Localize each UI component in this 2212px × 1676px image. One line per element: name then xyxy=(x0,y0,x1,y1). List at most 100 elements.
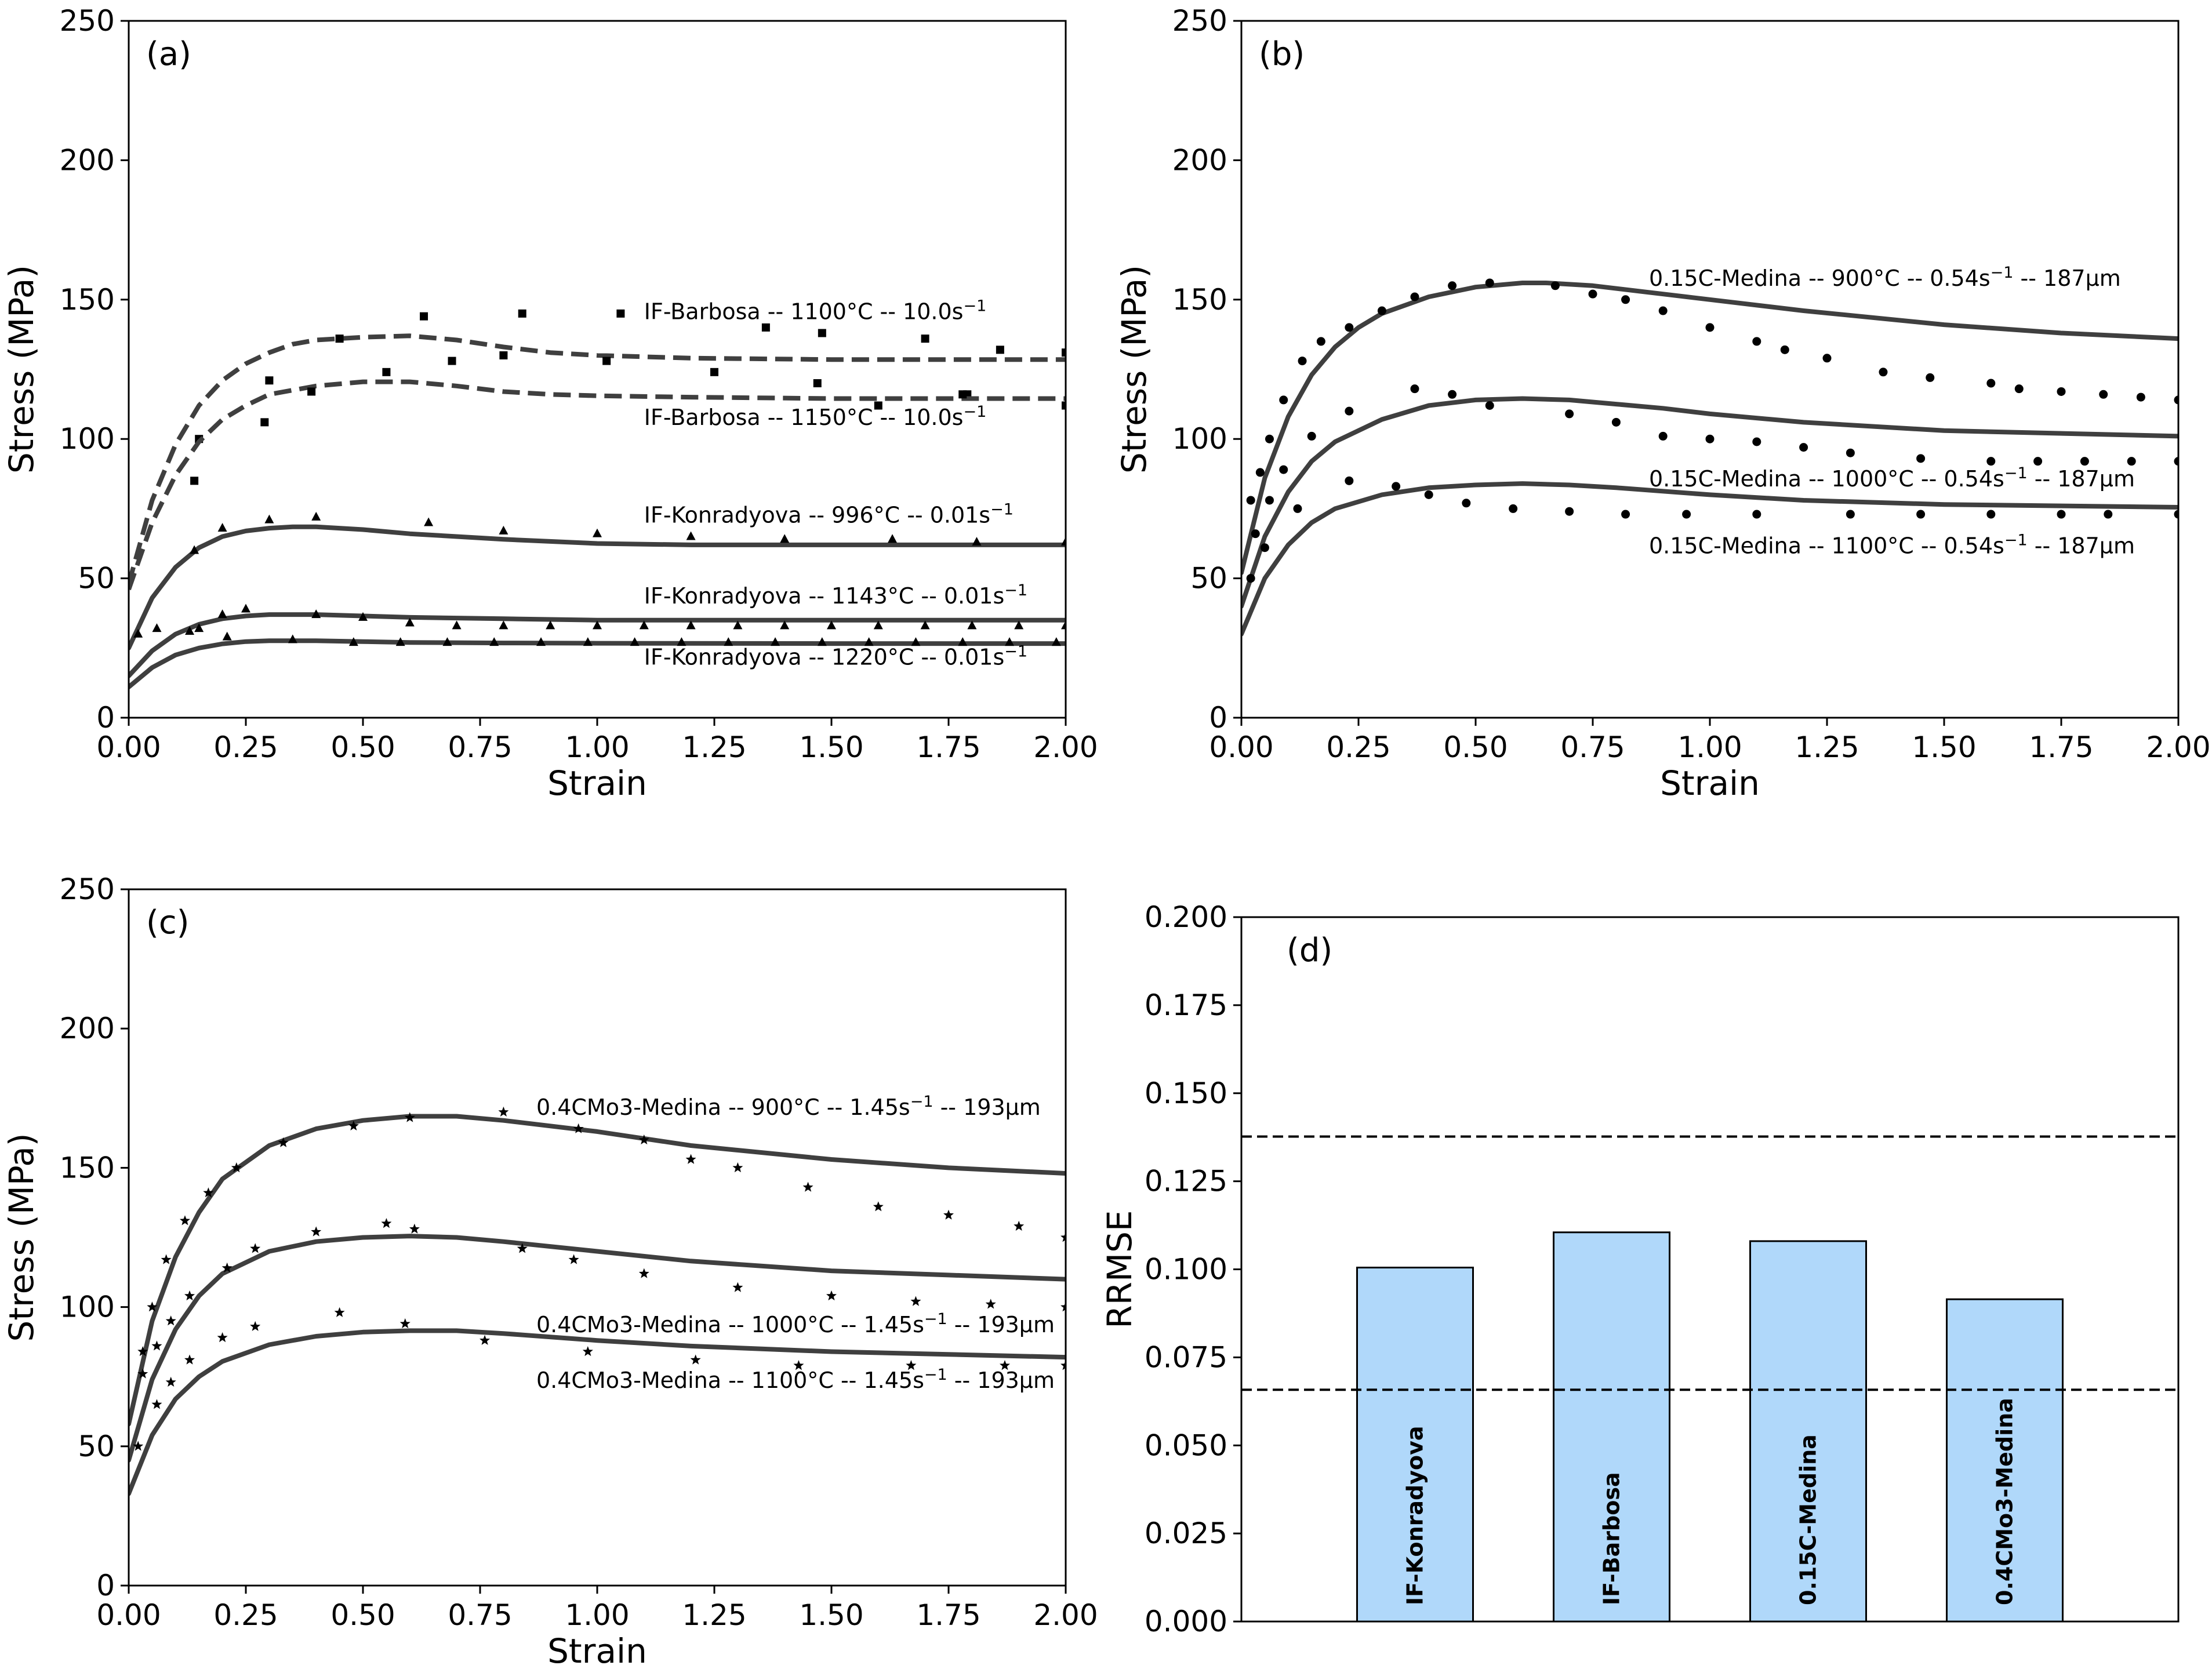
experimental-point xyxy=(311,609,321,619)
experimental-point xyxy=(771,637,780,646)
experimental-point xyxy=(1061,537,1066,546)
experimental-point xyxy=(1879,368,1888,377)
annotation-superscript: −1 xyxy=(990,500,1014,518)
x-tick-label: 1.50 xyxy=(1912,730,1976,764)
x-tick-label: 1.25 xyxy=(682,730,746,764)
experimental-point xyxy=(1293,504,1302,513)
experimental-point xyxy=(733,620,743,630)
experimental-point xyxy=(1621,295,1630,304)
panel-a-stress-strain-chart: (a) 0 50 100 150 200 250 0.00 0.25 0.50 0.75 1.00 1.… xyxy=(2,4,1098,803)
x-tick-label: 0.00 xyxy=(1209,730,1273,764)
model-curve-4 xyxy=(129,612,1066,678)
experimental-point xyxy=(405,617,415,627)
experimental-point xyxy=(996,346,1004,354)
experimental-point xyxy=(2174,457,2178,466)
experimental-point xyxy=(906,1360,917,1370)
experimental-point xyxy=(518,309,526,318)
experimental-point xyxy=(1060,1232,1066,1242)
experimental-point xyxy=(1752,510,1761,519)
experimental-point xyxy=(250,1321,261,1331)
series-annotation-4: IF-Konradyova -- 1143°C -- 0.01s−1 xyxy=(644,581,1027,609)
annotation-name: 0.4CMo3-Medina -- 1000°C -- 1.45s xyxy=(536,1312,924,1337)
experimental-point xyxy=(348,1120,359,1130)
experimental-point xyxy=(793,1360,804,1370)
experimental-point xyxy=(1062,401,1066,410)
experimental-point xyxy=(972,537,982,546)
experimental-point xyxy=(2080,457,2089,466)
model-curve-1 xyxy=(129,1114,1066,1427)
experimental-point xyxy=(1588,289,1597,299)
experimental-point xyxy=(1916,510,1926,519)
y-tick-label: 100 xyxy=(1172,422,1227,456)
x-tick-label: 0.00 xyxy=(96,730,161,764)
experimental-point xyxy=(498,1106,509,1117)
experimental-point xyxy=(1260,543,1269,552)
experimental-point xyxy=(685,1154,696,1164)
experimental-point xyxy=(217,609,227,619)
experimental-point xyxy=(2136,392,2145,402)
experimental-point xyxy=(967,620,977,630)
experimental-point xyxy=(241,603,250,613)
annotation-name: IF-Konradyova -- 1143°C -- 0.01s xyxy=(644,583,1005,609)
experimental-point xyxy=(1062,348,1066,357)
panel-label: (b) xyxy=(1259,35,1305,73)
experimental-point xyxy=(1846,510,1855,519)
experimental-point xyxy=(420,312,428,321)
y-tick-label: 0.200 xyxy=(1145,900,1227,934)
x-tick-label: 0.00 xyxy=(96,1598,161,1632)
x-tick-label: 0.25 xyxy=(213,730,278,764)
x-tick-label: 2.00 xyxy=(1033,1598,1098,1632)
experimental-point xyxy=(1658,306,1668,315)
experimental-point xyxy=(231,1162,242,1173)
experimental-point xyxy=(638,1134,649,1144)
experimental-point xyxy=(888,534,898,543)
annotation-suffix: -- 187μm xyxy=(2028,466,2135,492)
x-tick-label: 1.25 xyxy=(1795,730,1859,764)
experimental-point xyxy=(864,637,874,646)
x-tick-label: 1.50 xyxy=(799,1598,863,1632)
experimental-point xyxy=(1316,337,1325,346)
experimental-point xyxy=(761,323,770,332)
y-tick-label: 100 xyxy=(60,1290,115,1324)
experimental-point xyxy=(442,637,452,646)
experimental-point xyxy=(813,379,822,388)
experimental-point xyxy=(780,534,790,543)
experimental-point xyxy=(278,1137,289,1147)
y-tick-label: 0.125 xyxy=(1145,1165,1227,1198)
experimental-point xyxy=(874,401,882,410)
experimental-point xyxy=(151,1399,162,1409)
experimental-point xyxy=(1986,457,1996,466)
experimental-point xyxy=(1916,454,1926,463)
plot-area xyxy=(1241,278,2178,637)
experimental-point xyxy=(873,620,883,630)
experimental-point xyxy=(217,1332,228,1343)
y-tick-label: 0 xyxy=(96,1569,115,1602)
y-axis-label: Stress (MPa) xyxy=(2,265,41,474)
annotation-superscript: −1 xyxy=(924,1310,947,1328)
experimental-point xyxy=(448,357,456,365)
y-tick-label: 150 xyxy=(1172,283,1227,317)
x-tick-label: 1.75 xyxy=(916,730,980,764)
panel-c-stress-strain-chart: (c) 0 50 100 150 200 250 0.00 0.25 0.50 0.75 1.00 1.… xyxy=(2,872,1098,1671)
y-tick-label: 0.050 xyxy=(1145,1428,1227,1462)
experimental-point xyxy=(1822,354,1832,363)
experimental-point xyxy=(732,1162,743,1173)
experimental-point xyxy=(260,418,269,427)
y-axis-label: RRMSE xyxy=(1100,1210,1139,1328)
annotation-suffix: -- 193μm xyxy=(947,1312,1055,1337)
experimental-point xyxy=(1682,510,1691,519)
experimental-point xyxy=(517,1243,528,1253)
experimental-point xyxy=(2057,510,2066,519)
experimental-point xyxy=(873,1201,884,1212)
experimental-point xyxy=(1550,281,1560,290)
experimental-point xyxy=(217,523,227,532)
experimental-point xyxy=(221,1262,233,1273)
experimental-point xyxy=(690,1354,701,1365)
series-annotation-2: 0.4CMo3-Medina -- 1000°C -- 1.45s−1 -- 1… xyxy=(536,1310,1055,1337)
experimental-point xyxy=(1752,337,1761,346)
experimental-point xyxy=(1255,468,1265,477)
experimental-point xyxy=(630,637,640,646)
experimental-point xyxy=(499,525,508,535)
plot-frame xyxy=(128,888,1067,1587)
y-tick-label: 0.025 xyxy=(1145,1517,1227,1550)
